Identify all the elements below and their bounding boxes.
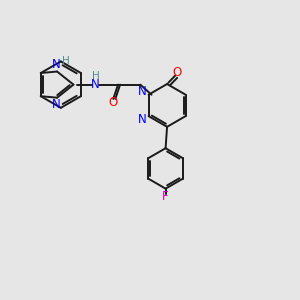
Text: N: N — [52, 98, 61, 111]
Text: O: O — [173, 66, 182, 79]
Text: H: H — [92, 71, 100, 81]
Text: O: O — [108, 96, 117, 109]
Text: N: N — [138, 85, 146, 98]
Text: N: N — [138, 112, 146, 126]
Text: N: N — [52, 58, 61, 71]
Text: F: F — [162, 190, 169, 203]
Text: N: N — [92, 78, 100, 91]
Text: H: H — [61, 56, 69, 66]
